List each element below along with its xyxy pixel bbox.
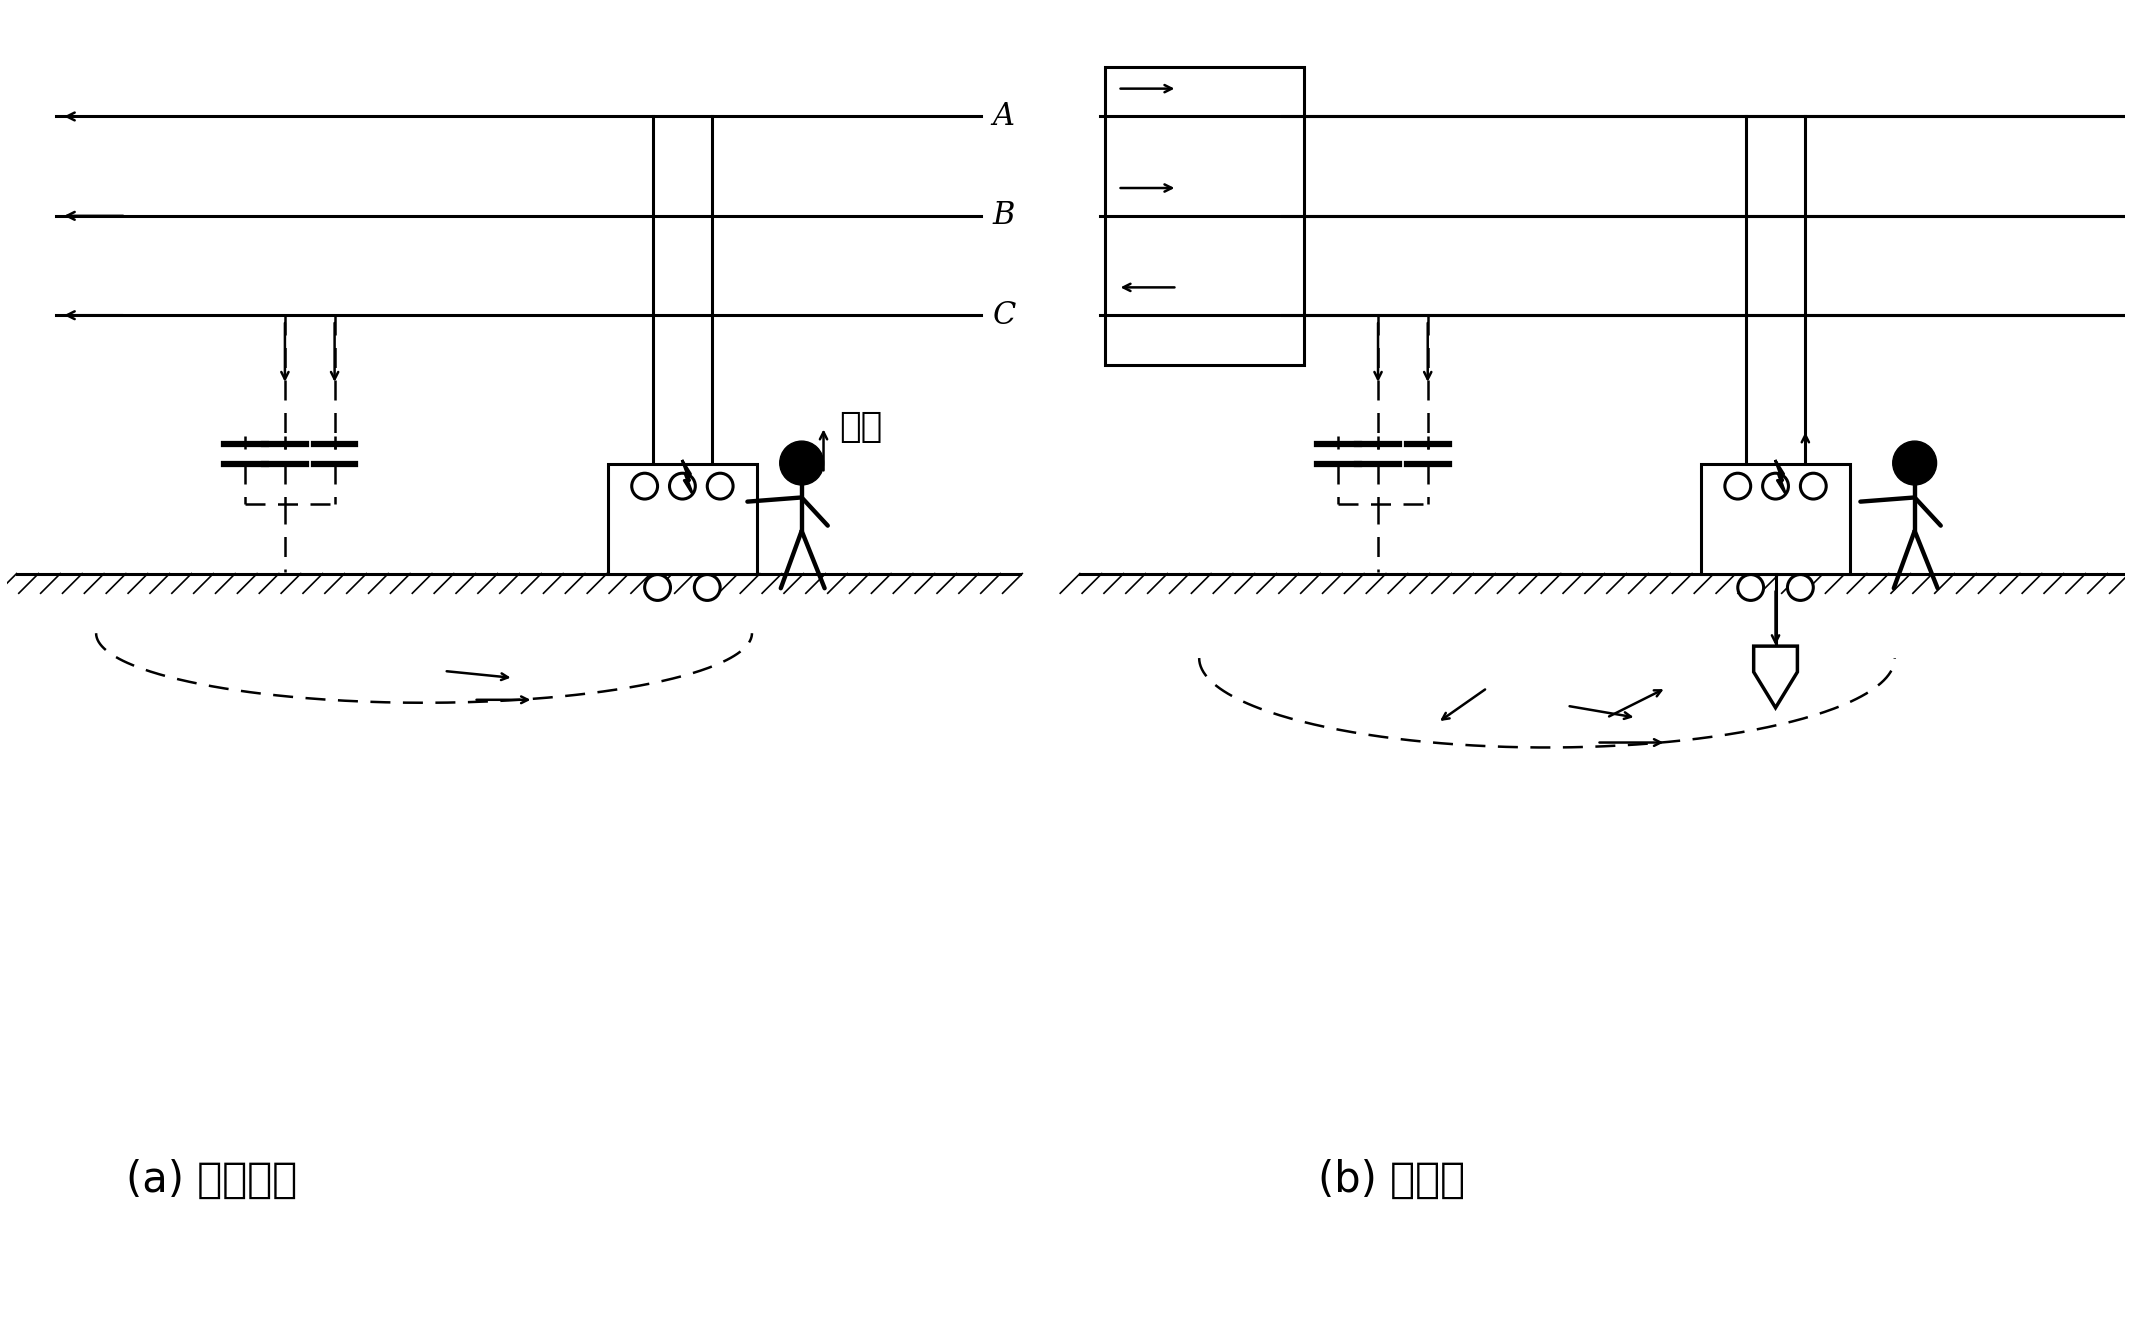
Text: B: B (994, 200, 1015, 232)
Circle shape (1738, 575, 1763, 600)
Circle shape (669, 473, 695, 499)
Circle shape (1799, 473, 1827, 499)
Circle shape (644, 575, 669, 600)
Circle shape (1787, 575, 1814, 600)
Circle shape (780, 441, 823, 485)
Circle shape (695, 575, 721, 600)
Bar (608, 464, 757, 573)
Text: (a) 没有接地: (a) 没有接地 (126, 1158, 296, 1201)
Text: (b) 有接地: (b) 有接地 (1318, 1158, 1465, 1201)
Text: 危险: 危险 (840, 409, 883, 444)
Circle shape (708, 473, 733, 499)
Circle shape (1893, 441, 1936, 485)
Polygon shape (682, 461, 693, 493)
Circle shape (631, 473, 657, 499)
Circle shape (1763, 473, 1789, 499)
Circle shape (1725, 473, 1750, 499)
Text: C: C (994, 300, 1015, 331)
Bar (1701, 464, 1851, 573)
Polygon shape (1776, 461, 1784, 493)
Text: A: A (994, 101, 1015, 132)
Bar (1104, 67, 1303, 365)
Polygon shape (1755, 647, 1797, 708)
